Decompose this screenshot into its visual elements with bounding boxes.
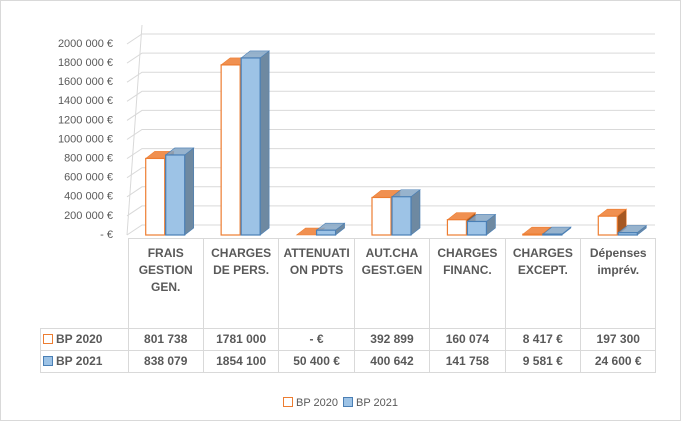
bar [315,229,337,236]
series-name: BP 2020 [56,332,103,346]
bar-side [259,50,270,236]
axis-back [126,24,143,236]
data-label: - € [278,328,355,351]
grid-line [126,186,655,198]
bar-side [410,189,421,236]
y-tick-label: 200 000 € [64,210,113,222]
legend-swatch [282,397,293,407]
bar [240,57,261,236]
y-tick-label: 1400 000 € [58,95,113,107]
y-tick-label: 1200 000 € [58,114,113,126]
legend-swatch [43,356,53,366]
y-tick-label: 2000 000 € [58,38,113,50]
y-tick-label: 800 000 € [64,153,113,165]
data-label: 9 581 € [504,350,582,373]
table-series-name: BP 2020 [40,328,129,351]
table-corner [40,238,129,329]
bar [466,213,497,236]
data-label: 838 079 [127,350,204,373]
data-label: 8 417 € [504,328,582,351]
bar [597,215,618,236]
grid-line [126,52,655,64]
legend: BP 2020 BP 2021 [0,397,681,409]
x-tick-label: ATTENUATION PDTS [278,238,355,329]
bar [371,196,392,236]
grid-line [126,205,655,217]
legend-swatch [343,397,353,407]
bar [617,232,638,236]
y-tick-label: 1800 000 € [58,57,113,69]
bar-side [184,147,195,236]
y-tick-label: - € [100,229,113,241]
bar [541,226,572,236]
grid-line [126,90,655,102]
grid-line [126,71,655,83]
table-header-row: FRAIS GESTION GEN. CHARGES DE PERS. ATTENU… [40,238,657,329]
grid-line [126,109,655,121]
data-label: 24 600 € [580,350,657,373]
grid-line [126,129,655,140]
bar [522,233,543,236]
data-label: 141 758 [429,350,506,373]
y-tick-label: 1000 000 € [58,133,113,145]
grid-line [126,148,655,160]
x-tick-label: CHARGES DE PERS. [202,238,280,329]
table-row: BP 2020 801 738 1781 000- €392 899 160 074 8… [40,328,657,351]
grid-line [126,33,655,45]
data-label: 50 400 € [278,350,355,373]
bar [240,50,271,236]
bar [617,225,648,236]
bar [466,220,488,236]
table-series-name: BP 2021 [40,350,129,373]
table-row: BP 2021 838 079 1854 100 50 400 €400 642 141… [40,350,657,373]
bar [164,147,195,236]
bar [165,154,186,236]
x-tick-label: FRAIS GESTION GEN. [127,238,204,329]
legend-label: BP 2021 [356,397,399,409]
bar [220,64,241,236]
x-tick-label: CHARGES EXCEPT. [504,238,582,329]
data-label: 160 074 [429,328,506,351]
x-tick-label: Dépenses imprév. [580,238,657,329]
x-tick-label: AUT.CHA GEST.GEN [353,238,431,329]
data-label: 1781 000 [202,328,280,351]
bar [145,157,166,236]
y-tick-label: 600 000 € [64,172,113,184]
bar [391,189,421,236]
y-tick-label: 400 000 € [64,191,113,203]
grid-line [126,167,655,179]
bar [446,219,468,236]
legend-swatch [43,334,53,344]
legend-label: BP 2020 [295,397,338,409]
bar [315,222,346,236]
data-label: 197 300 [580,328,657,351]
data-label: 801 738 [127,328,204,351]
y-tick-label: 1600 000 € [58,76,113,88]
data-table: FRAIS GESTION GEN. CHARGES DE PERS. ATTENU… [40,238,657,373]
bar [391,196,412,236]
series-name: BP 2021 [56,354,103,368]
data-label: 1854 100 [202,350,280,373]
data-label: 400 642 [353,350,431,373]
x-tick-label: CHARGES FINANC. [429,238,506,329]
bar [542,233,563,236]
data-label: 392 899 [353,328,431,351]
